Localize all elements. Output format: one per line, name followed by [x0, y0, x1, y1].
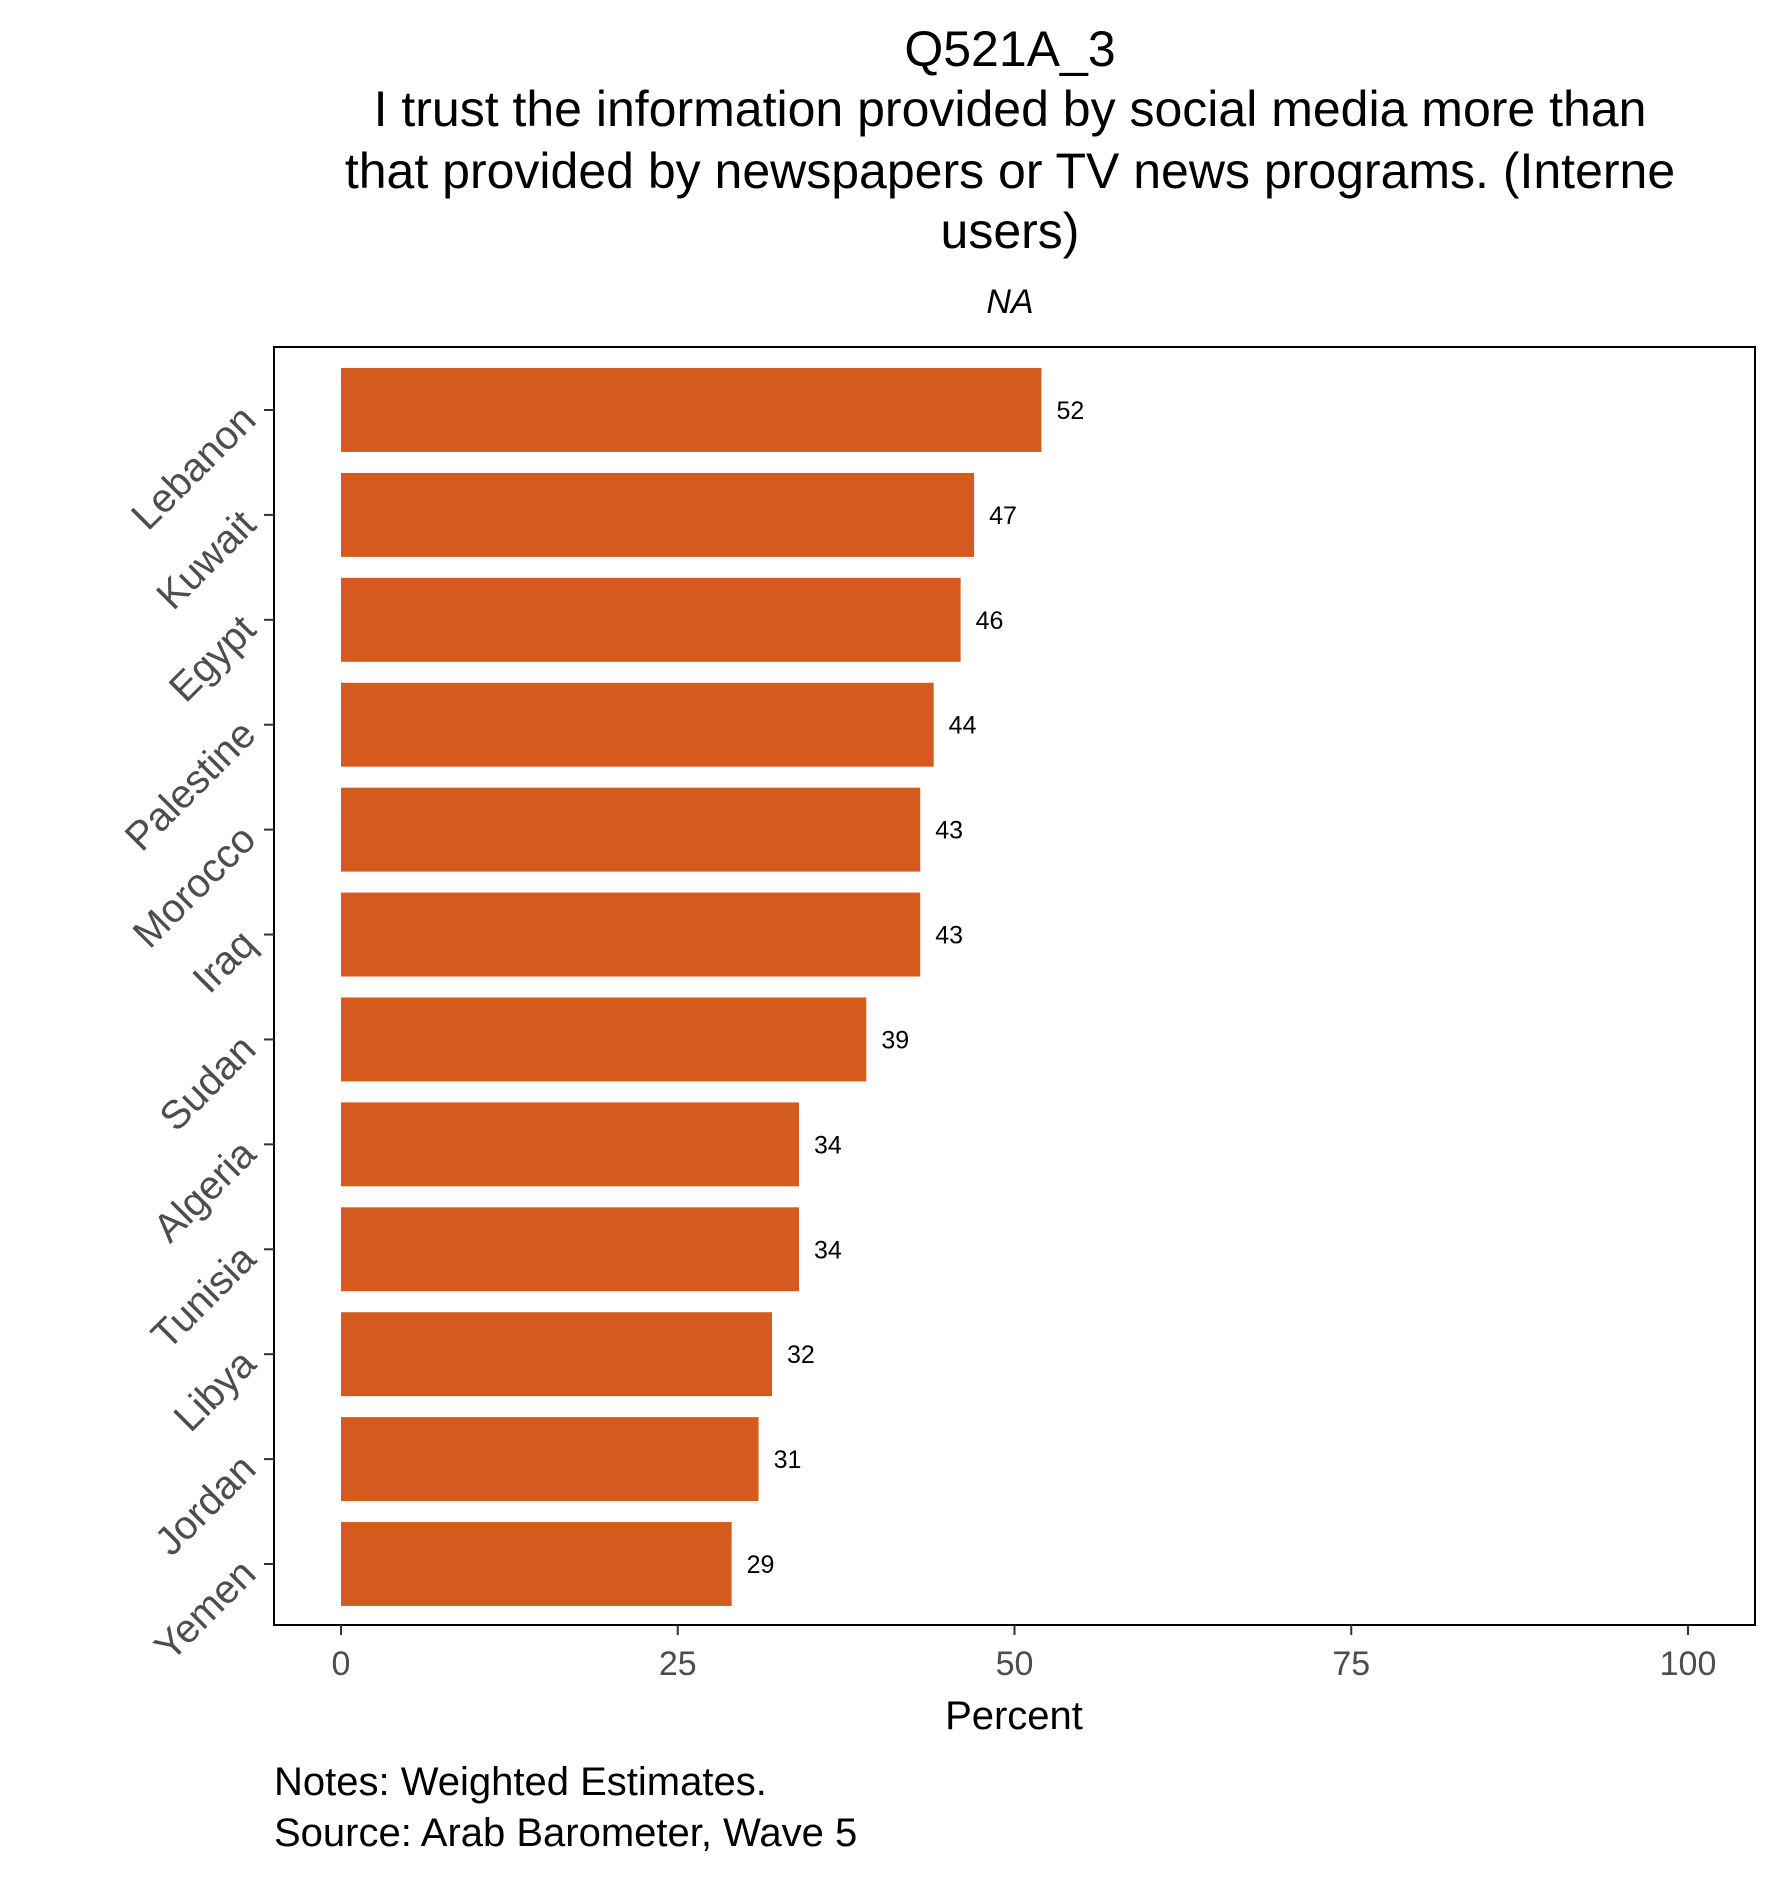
bar-sudan — [341, 997, 867, 1082]
y-tick-label-tunisia: Tunisia — [143, 1236, 265, 1358]
x-tick-label-0: 0 — [332, 1645, 351, 1683]
title-line-4: users) — [941, 203, 1080, 259]
bar-jordan — [341, 1417, 759, 1502]
y-tick-label-libya: Libya — [166, 1341, 265, 1440]
chart-title: Q521A_3 I trust the information provided… — [345, 21, 1675, 259]
bar-morocco — [341, 787, 921, 872]
bar-algeria — [341, 1102, 799, 1187]
bar-egypt — [341, 577, 961, 662]
y-tick-label-algeria: Algeria — [145, 1131, 265, 1251]
bar-yemen — [341, 1522, 732, 1606]
caption-notes: Notes: Weighted Estimates. — [274, 1760, 767, 1804]
data-label-palestine: 44 — [949, 712, 977, 740]
data-label-algeria: 34 — [814, 1131, 842, 1159]
bars — [341, 368, 1042, 1606]
caption-source: Source: Arab Barometer, Wave 5 — [274, 1811, 857, 1855]
data-label-yemen: 29 — [747, 1551, 775, 1579]
plot-panel — [273, 346, 1756, 1626]
y-tick-label-sudan: Sudan — [151, 1027, 264, 1140]
bar-iraq — [341, 892, 921, 977]
data-label-jordan: 31 — [774, 1446, 802, 1474]
y-tick-label-jordan: Jordan — [147, 1446, 265, 1564]
bar-kuwait — [341, 472, 975, 557]
data-label-kuwait: 47 — [989, 502, 1017, 530]
data-label-egypt: 46 — [976, 607, 1004, 635]
title-line-3: that provided by newspapers or TV news p… — [345, 143, 1675, 199]
data-label-libya: 32 — [787, 1341, 815, 1369]
x-tick-label-100: 100 — [1660, 1645, 1717, 1683]
y-tick-label-egypt: Egypt — [161, 607, 264, 710]
bar-tunisia — [341, 1207, 799, 1292]
data-label-lebanon: 52 — [1056, 397, 1084, 425]
bar-palestine — [341, 682, 934, 767]
title-line-2: I trust the information provided by soci… — [374, 81, 1647, 137]
bar-lebanon — [341, 368, 1042, 452]
y-axis: LebanonKuwaitEgyptPalestineMoroccoIraqSu… — [117, 397, 274, 1669]
x-axis: 0 25 50 75 100 — [332, 1625, 1717, 1683]
data-label-morocco: 43 — [935, 817, 963, 845]
bar-libya — [341, 1312, 773, 1397]
data-labels: 52 47 46 44 43 43 39 34 34 32 31 29 — [747, 397, 1085, 1579]
y-tick-label-yemen: Yemen — [146, 1551, 264, 1669]
x-tick-label-25: 25 — [659, 1645, 697, 1683]
x-axis-title: Percent — [945, 1694, 1083, 1738]
data-label-sudan: 39 — [881, 1026, 909, 1054]
x-tick-label-75: 75 — [1332, 1645, 1370, 1683]
chart-subtitle: NA — [986, 283, 1033, 321]
data-label-tunisia: 34 — [814, 1236, 842, 1264]
title-line-1: Q521A_3 — [904, 21, 1115, 77]
y-tick-label-iraq: Iraq — [185, 922, 265, 1002]
x-tick-label-50: 50 — [996, 1645, 1034, 1683]
data-label-iraq: 43 — [935, 922, 963, 950]
